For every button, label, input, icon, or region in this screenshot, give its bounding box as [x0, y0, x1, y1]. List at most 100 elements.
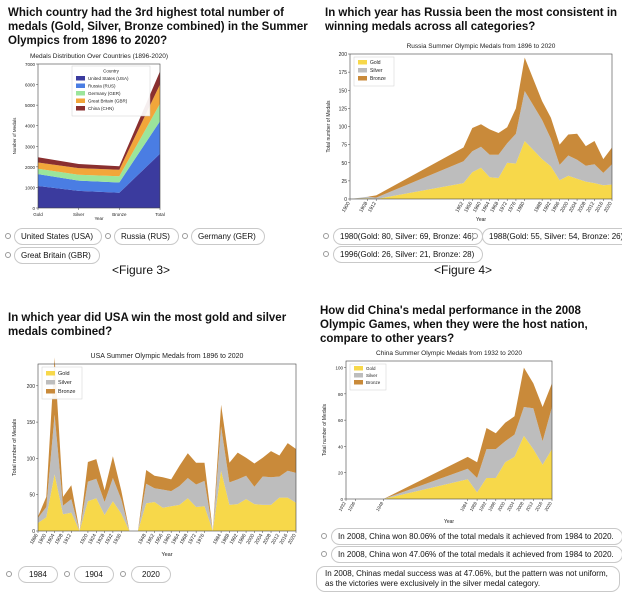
- option-great-britain[interactable]: Great Britain (GBR): [14, 247, 100, 264]
- x-tick-label: 2008: [262, 533, 273, 546]
- y-tick-label: 200: [27, 384, 36, 390]
- legend-swatch-silver: [354, 373, 363, 378]
- x-tick-label: 1988: [533, 201, 544, 214]
- option-china-80pct[interactable]: In 2008, China won 80.06% of the total m…: [331, 528, 622, 545]
- legend-swatch-germany-ger: [76, 91, 85, 96]
- x-tick-label: 1936: [347, 501, 357, 513]
- y-tick-label: 150: [27, 420, 36, 426]
- radio-option-1996[interactable]: [323, 251, 329, 257]
- legend-swatch-gold: [358, 60, 367, 65]
- x-tick-label: 1960: [472, 201, 483, 214]
- x-tick-label: 2020: [287, 533, 298, 546]
- legend-swatch-united-states-usa: [76, 76, 85, 81]
- y-tick-label: 100: [27, 456, 36, 462]
- x-tick-label: 1912: [367, 201, 378, 214]
- option-germany[interactable]: Germany (GER): [191, 228, 265, 245]
- radio-option-1988[interactable]: [472, 233, 478, 239]
- y-axis-label: Total number of Medals: [12, 419, 18, 476]
- x-tick-label: 1936: [112, 533, 123, 546]
- x-tick-label: 1948: [137, 533, 148, 546]
- x-tick-label: 1952: [455, 201, 466, 214]
- area-series-great-britain-gbr: [38, 84, 160, 177]
- option-1980-label: 1980(Gold: 80, Silver: 69, Bronze: 46): [340, 232, 475, 241]
- y-tick-label: 0: [340, 497, 343, 502]
- x-tick-label: 2012: [525, 501, 535, 513]
- legend-label-china-chn: China (CHN): [88, 106, 114, 111]
- area-series-bronze: [350, 57, 612, 199]
- option-2020[interactable]: 2020: [131, 566, 171, 583]
- x-tick-label: 1928: [96, 533, 107, 546]
- option-1984[interactable]: 1984: [18, 566, 58, 583]
- option-1904-label: 1904: [85, 570, 103, 579]
- radio-option-1984[interactable]: [6, 571, 12, 577]
- option-china-47pct[interactable]: In 2008, China won 47.06% of the total m…: [331, 546, 622, 563]
- plot-frame: [37, 363, 297, 532]
- question-title-1: Which country had the 3rd highest total …: [8, 7, 308, 47]
- y-tick-label: 3000: [25, 144, 36, 149]
- area-series-bronze: [346, 367, 552, 499]
- usa-area-chart-svg: USA Summer Olympic Medals from 1896 to 2…: [12, 353, 298, 558]
- legend-label-russia-rus: Russia (RUS): [88, 84, 116, 89]
- option-russia-label: Russia (RUS): [121, 232, 170, 241]
- chart-title: China Summer Olympic Medals from 1932 to…: [376, 350, 522, 357]
- option-1980[interactable]: 1980(Gold: 80, Silver: 69, Bronze: 46): [333, 228, 484, 245]
- y-tick-label: 0: [344, 197, 347, 203]
- y-tick-label: 20: [338, 471, 344, 476]
- chart-title: USA Summer Olympic Medals from 1896 to 2…: [91, 353, 244, 360]
- y-tick-label: 6000: [25, 83, 36, 88]
- y-tick-label: 5000: [25, 103, 36, 108]
- x-tick-label: 2012: [270, 533, 281, 546]
- y-tick-label: 50: [341, 161, 347, 167]
- area-series-gold: [38, 470, 296, 531]
- option-china-80pct-label: In 2008, China won 80.06% of the total m…: [338, 532, 614, 541]
- option-russia[interactable]: Russia (RUS): [114, 228, 179, 245]
- x-tick-label: 1956: [154, 533, 165, 546]
- radio-option-2020[interactable]: [120, 571, 126, 577]
- x-tick-label: 1988: [220, 533, 231, 546]
- radio-option-germany[interactable]: [182, 233, 188, 239]
- radio-option-1980[interactable]: [323, 233, 329, 239]
- legend-label-gold: Gold: [366, 366, 376, 371]
- x-tick-label: 2000: [497, 501, 507, 513]
- y-tick-label: 100: [335, 366, 343, 371]
- radio-option-great-britain[interactable]: [5, 252, 11, 258]
- x-tick-label: 1972: [498, 201, 509, 214]
- x-axis-label: Year: [94, 216, 104, 221]
- question-title-2: In which year has Russia been the most c…: [325, 7, 618, 33]
- radio-option-usa[interactable]: [5, 233, 11, 239]
- radio-option-russia[interactable]: [105, 233, 111, 239]
- china-area-chart-svg: China Summer Olympic Medals from 1932 to…: [322, 350, 553, 525]
- legend-swatch-bronze: [46, 389, 55, 394]
- option-great-britain-label: Great Britain (GBR): [21, 251, 91, 260]
- x-tick-label: 1976: [507, 201, 518, 214]
- x-tick-label: 1984: [459, 501, 469, 513]
- x-axis-label: Year: [444, 519, 454, 525]
- x-tick-label: 1912: [62, 533, 73, 546]
- y-tick-label: 7000: [25, 62, 36, 67]
- legend-swatch-great-britain-gbr: [76, 98, 85, 103]
- y-axis-label: Total number of Medals: [326, 100, 332, 152]
- option-1996[interactable]: 1996(Gold: 26, Silver: 21, Bronze: 28): [333, 246, 484, 263]
- radio-option-1904[interactable]: [64, 571, 70, 577]
- y-tick-label: 200: [339, 52, 348, 58]
- chart-title: Russia Summer Olympic Medals from 1896 t…: [407, 43, 556, 50]
- option-usa[interactable]: United States (USA): [14, 228, 103, 245]
- x-axis-label: Year: [161, 552, 172, 558]
- option-china-silver-only[interactable]: In 2008, Chinas medal success was at 47.…: [316, 566, 620, 592]
- x-tick-label: 2016: [594, 201, 605, 214]
- x-tick-label: 1932: [104, 533, 115, 546]
- x-tick-label: 1908: [358, 201, 369, 214]
- x-tick-label: 1900: [341, 201, 352, 214]
- radio-option-china-47pct[interactable]: [321, 551, 327, 557]
- x-tick-label: 1968: [489, 201, 500, 214]
- option-1904[interactable]: 1904: [74, 566, 114, 583]
- option-2020-label: 2020: [142, 570, 160, 579]
- radio-option-china-80pct[interactable]: [321, 533, 327, 539]
- option-1988[interactable]: 1988(Gold: 55, Silver: 54, Bronze: 26): [482, 228, 622, 245]
- x-tick-label: 1924: [87, 533, 98, 546]
- x-tick-label: 2016: [279, 533, 290, 546]
- y-tick-label: 50: [29, 493, 35, 499]
- x-tick-label: 2004: [254, 533, 265, 546]
- option-germany-label: Germany (GER): [198, 232, 256, 241]
- x-axis-label: Year: [476, 217, 486, 223]
